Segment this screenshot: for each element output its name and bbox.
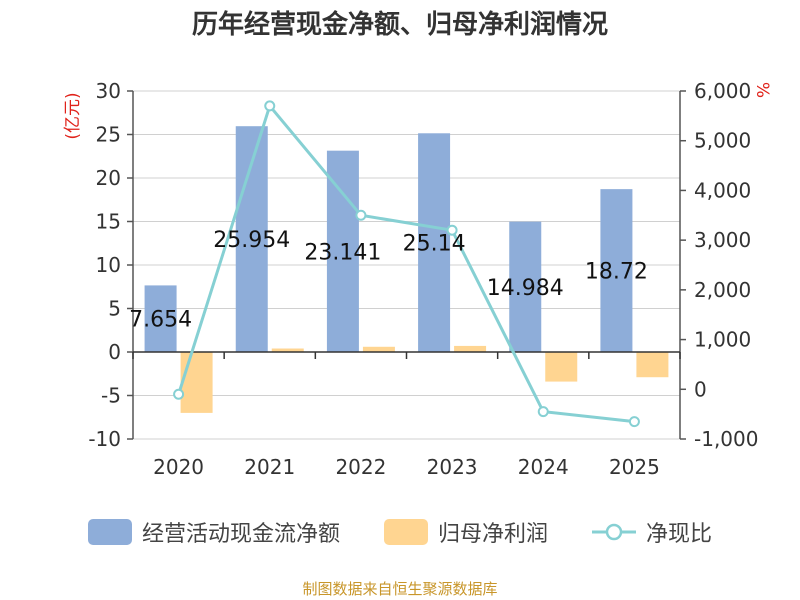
data-label-cashflow: 25.954 [213,228,290,253]
bar-net-profit [271,348,304,352]
legend: 经营活动现金流净额 归母净利润 净现比 [0,516,800,548]
point-cash-ratio [537,406,549,418]
bar-net-profit [180,352,213,413]
left-tick-label: 25 [96,123,121,147]
chart-title: 历年经营现金净额、归母净利润情况 [191,10,608,40]
x-tick-label: 2025 [609,455,660,479]
bar-cashflow [326,150,359,352]
bar-net-profit [636,352,669,378]
left-tick-label: 5 [108,297,121,321]
legend-swatch-cashflow [87,519,132,545]
right-tick-label: 3,000 [694,228,751,252]
chart-canvas: 30 25 20 15 10 5 0 -5 -10 6,000 5,000 4,000 3,000 2,0… [63,79,772,479]
left-tick-label: 10 [96,253,121,277]
legend-item-cash-ratio[interactable]: 净现比 [592,516,712,548]
left-axis-unit: (亿元) [63,92,83,139]
bar-cashflow [509,221,542,352]
point-cash-ratio [264,100,276,112]
legend-item-net-profit[interactable]: 归母净利润 [383,516,548,548]
right-axis-unit: % [752,82,772,98]
right-tick-label: 0 [694,377,707,401]
legend-label-cashflow: 经营活动现金流净额 [141,522,340,547]
left-tick-label: -5 [101,384,121,408]
legend-label-net-profit: 归母净利润 [437,522,548,547]
left-tick-label: -10 [88,427,121,451]
point-cash-ratio [173,388,185,400]
bar-cashflow [418,133,451,352]
left-tick-label: 20 [96,166,121,190]
right-tick-label: 1,000 [694,328,751,352]
data-label-cashflow: 25.14 [403,232,466,257]
data-label-cashflow: 23.141 [304,240,381,265]
data-label-cashflow: 18.72 [585,260,648,285]
data-label-cashflow: 14.984 [487,276,564,301]
left-tick-label: 0 [108,340,121,364]
right-tick-label: -1,000 [694,427,758,451]
bar-net-profit [362,346,395,352]
point-cash-ratio [446,224,458,236]
bar-cashflow [600,189,633,352]
right-tick-label: 4,000 [694,178,751,202]
x-tick-label: 2024 [518,455,569,479]
bar-net-profit [545,352,578,382]
x-tick-label: 2020 [153,455,204,479]
point-cash-ratio [355,209,367,221]
legend-label-cash-ratio: 净现比 [646,522,713,547]
source-note: 制图数据来自恒生聚源数据库 [302,580,498,598]
bar-net-profit [454,345,487,352]
left-tick-label: 30 [96,79,121,103]
right-tick-label: 5,000 [694,129,751,153]
legend-swatch-net-profit [383,519,428,545]
left-tick-label: 15 [96,210,121,234]
legend-swatch-cash-ratio [592,523,636,541]
point-cash-ratio [628,416,640,428]
x-tick-label: 2021 [244,455,295,479]
bar-cashflow [144,285,177,352]
data-label-cashflow: 7.654 [129,308,192,333]
right-tick-label: 2,000 [694,278,751,302]
x-tick-label: 2023 [427,455,478,479]
right-tick-label: 6,000 [694,79,751,103]
x-tick-label: 2022 [335,455,386,479]
legend-item-cashflow[interactable]: 经营活动现金流净额 [87,516,340,548]
line-cash-ratio [177,102,635,424]
